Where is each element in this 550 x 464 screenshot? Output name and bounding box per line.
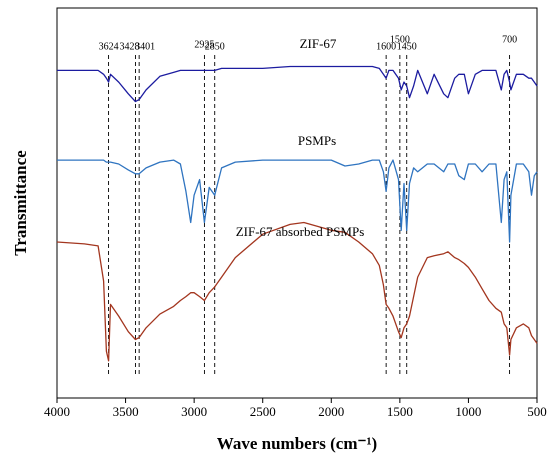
peak-label: 700 bbox=[502, 34, 517, 45]
plot-frame bbox=[56, 7, 538, 399]
x-tick-label: 1000 bbox=[455, 404, 481, 419]
peak-label: 2925 bbox=[194, 39, 214, 50]
peak-label: 3428 bbox=[119, 41, 139, 52]
spectrum-line bbox=[57, 159, 538, 243]
peak-label: 3401 bbox=[135, 41, 155, 52]
peak-label: 3624 bbox=[99, 41, 119, 52]
peak-label: 2850 bbox=[205, 41, 225, 52]
x-tick-label: 4000 bbox=[44, 404, 70, 419]
x-tick-label: 2500 bbox=[250, 404, 276, 419]
peak-label: 1600 bbox=[376, 41, 396, 52]
spectrum-line bbox=[56, 221, 538, 362]
peak-label: 1500 bbox=[390, 34, 410, 45]
spectrum-line bbox=[57, 65, 538, 103]
series-label: ZIF-67 absorbed PSMPs bbox=[236, 224, 365, 239]
x-tick-label: 3500 bbox=[113, 404, 139, 419]
x-axis-label: Wave numbers (cm⁻¹) bbox=[217, 434, 377, 453]
x-tick-label: 2000 bbox=[318, 404, 344, 419]
x-tick-label: 3000 bbox=[181, 404, 207, 419]
series-label: ZIF-67 bbox=[300, 36, 337, 51]
series-label: PSMPs bbox=[298, 133, 336, 148]
x-tick-label: 500 bbox=[527, 404, 547, 419]
y-axis-label: Transmittance bbox=[11, 150, 30, 256]
x-tick-label: 1500 bbox=[387, 404, 413, 419]
peak-label: 1450 bbox=[397, 41, 417, 52]
